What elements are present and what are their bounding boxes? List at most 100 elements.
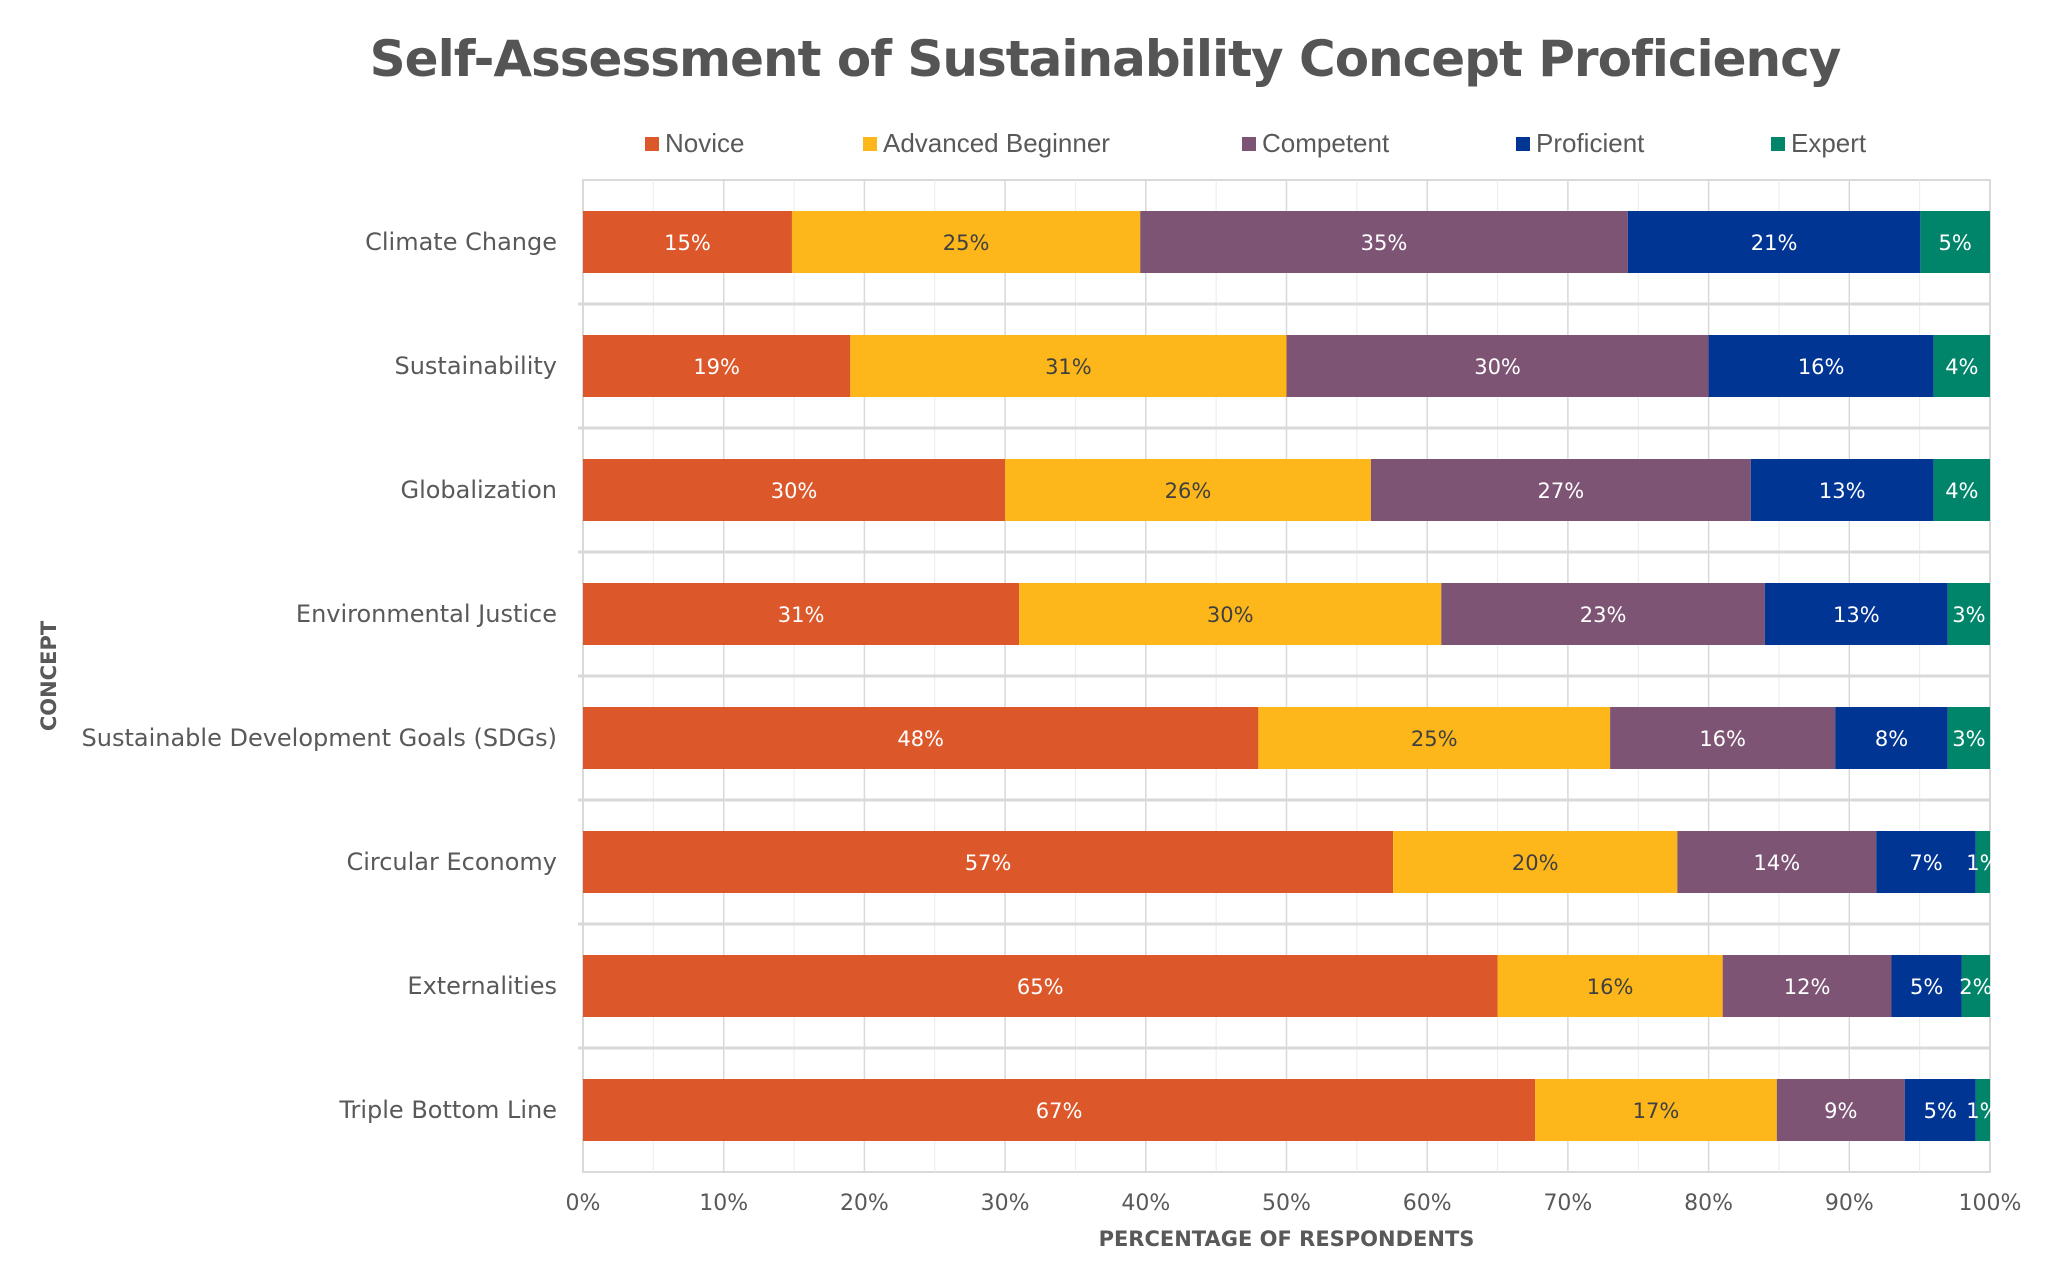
bar-group: 15% 25% 35% 21% 5% [583, 211, 1990, 273]
bar-segment-competent [1677, 831, 1877, 893]
category-label: Circular Economy [346, 848, 557, 876]
legend-label: Proficient [1536, 128, 1645, 158]
x-tick-label: 0% [566, 1191, 601, 1216]
bar-segment-competent [1140, 211, 1628, 273]
bar-group: 31% 30% 23% 13% 3% [583, 583, 1990, 645]
bar-segment-advanced-beginner [1393, 831, 1678, 893]
bar-segment-proficient [1750, 459, 1934, 521]
data-label: 7% [1909, 851, 1942, 875]
bar-segment-advanced-beginner [1535, 1079, 1777, 1141]
data-label: 19% [693, 355, 740, 379]
legend-swatch [1771, 136, 1785, 151]
bar-segment-proficient [1891, 955, 1962, 1017]
bar-segment-expert [1933, 459, 1990, 521]
category-label: Sustainability [394, 352, 557, 380]
bar-segment-novice [583, 955, 1498, 1017]
x-tick-label: 60% [1403, 1191, 1452, 1216]
bar-segment-competent [1441, 583, 1765, 645]
data-label: 13% [1819, 479, 1866, 503]
data-label: 30% [1207, 603, 1254, 627]
data-label: 30% [1474, 355, 1521, 379]
bar-segment-advanced-beginner [791, 211, 1141, 273]
bar-group: 57% 20% 14% 7% 1% [583, 831, 2000, 893]
data-label: 5% [1910, 975, 1943, 999]
legend-label: Novice [665, 128, 745, 158]
data-label: 12% [1784, 975, 1831, 999]
bar-segment-advanced-beginner [1005, 459, 1371, 521]
bar-segment-competent [1286, 335, 1709, 397]
data-label: 14% [1753, 851, 1800, 875]
bar-group: 67% 17% 9% 5% 1% [583, 1079, 2000, 1141]
legend-label: Expert [1791, 128, 1867, 158]
bar-segment-novice [583, 335, 851, 397]
x-tick-label: 20% [840, 1191, 889, 1216]
data-label: 57% [965, 851, 1012, 875]
x-tick-label: 10% [699, 1191, 748, 1216]
data-label: 5% [1924, 1099, 1957, 1123]
data-label: 16% [1798, 355, 1845, 379]
legend-item: Competent [1242, 128, 1389, 159]
bar-segment-advanced-beginner [850, 335, 1287, 397]
bar-segment-expert [1933, 335, 1990, 397]
bar-segment-advanced-beginner [1019, 583, 1442, 645]
bar-group: 30% 26% 27% 13% 4% [583, 459, 1990, 521]
bar-segment-competent [1722, 955, 1892, 1017]
data-label: 67% [1036, 1099, 1083, 1123]
legend-item: Advanced Beginner [863, 128, 1110, 159]
y-axis-title: CONCEPT [37, 620, 61, 731]
data-label: 9% [1824, 1099, 1857, 1123]
x-tick-label: 70% [1543, 1191, 1592, 1216]
bar-segment-advanced-beginner [1497, 955, 1723, 1017]
category-label: Triple Bottom Line [338, 1096, 557, 1124]
data-label: 35% [1361, 231, 1408, 255]
x-axis-title: PERCENTAGE OF RESPONDENTS [1099, 1227, 1475, 1251]
bar-segment-proficient [1764, 583, 1948, 645]
legend-label: Advanced Beginner [883, 128, 1110, 158]
bar-group: 19% 31% 30% 16% 4% [583, 335, 1990, 397]
x-tick-label: 100% [1959, 1191, 2022, 1216]
legend-swatch [1242, 136, 1256, 151]
data-label: 25% [1411, 727, 1458, 751]
category-label: Externalities [407, 972, 557, 1000]
bar-segment-expert [1975, 1079, 1990, 1141]
data-label: 31% [1045, 355, 1092, 379]
bar-segment-proficient [1835, 707, 1948, 769]
data-label: 21% [1751, 231, 1798, 255]
data-label: 1% [1966, 1099, 1999, 1123]
data-label: 27% [1538, 479, 1585, 503]
bar-segment-novice [583, 583, 1020, 645]
category-label: Climate Change [365, 228, 557, 256]
data-label: 8% [1875, 727, 1908, 751]
data-label: 15% [664, 231, 711, 255]
x-tick-label: 50% [1262, 1191, 1311, 1216]
bar-group: 65% 16% 12% 5% 2% [583, 955, 1993, 1017]
legend-label: Competent [1262, 128, 1390, 158]
bar-segment-novice [583, 459, 1006, 521]
bar-segment-advanced-beginner [1258, 707, 1611, 769]
bar-segment-proficient [1876, 831, 1976, 893]
data-label: 16% [1699, 727, 1746, 751]
category-label: Environmental Justice [296, 600, 557, 628]
data-label: 13% [1833, 603, 1880, 627]
data-label: 3% [1952, 603, 1985, 627]
bar-segment-competent [1370, 459, 1751, 521]
data-label: 31% [778, 603, 825, 627]
chart-title: Self-Assessment of Sustainability Concep… [369, 30, 1842, 88]
bar-segment-proficient [1627, 211, 1921, 273]
bar-group: 48% 25% 16% 8% 3% [583, 707, 1990, 769]
bar-segment-expert [1947, 583, 1990, 645]
data-label: 30% [771, 479, 818, 503]
data-label: 48% [897, 727, 944, 751]
bar-segment-novice [583, 831, 1394, 893]
bar-segment-expert [1947, 707, 1990, 769]
bar-segment-expert [1920, 211, 1990, 273]
legend-item: Proficient [1516, 128, 1644, 159]
legend-item: Expert [1771, 128, 1866, 159]
category-label: Sustainable Development Goals (SDGs) [82, 724, 557, 752]
bar-segment-novice [583, 1079, 1536, 1141]
data-label: 23% [1580, 603, 1627, 627]
bar-segment-proficient [1904, 1079, 1976, 1141]
x-tick-label: 40% [1121, 1191, 1170, 1216]
bar-segment-novice [583, 707, 1259, 769]
